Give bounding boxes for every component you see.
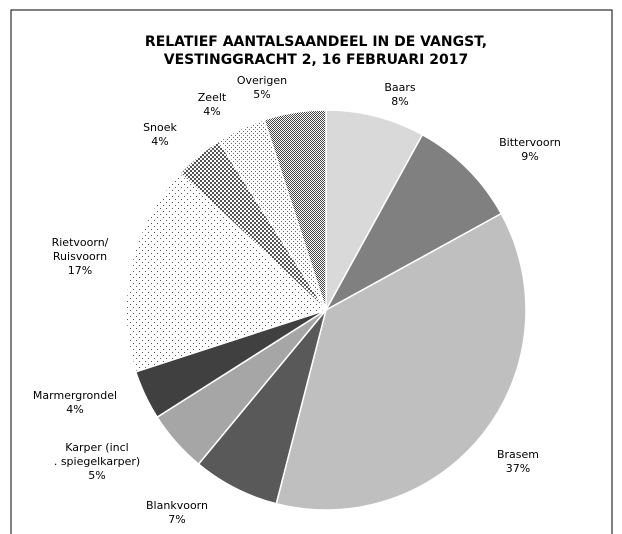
value-label: 4%	[203, 105, 220, 118]
slice-label: Brasem 37%	[497, 448, 539, 475]
slice-label: Zeelt 4%	[198, 91, 227, 118]
category-label: Blankvoorn	[146, 499, 208, 512]
value-label: 8%	[391, 95, 408, 108]
pie-slice	[125, 172, 328, 373]
slice-label: Snoek 4%	[143, 121, 177, 148]
category-label: Zeelt	[198, 91, 227, 104]
category-label: . spiegelkarper)	[54, 455, 140, 468]
category-label: Ruisvoorn	[53, 250, 107, 263]
slice-label: Overigen 5%	[237, 74, 287, 101]
slice-label: Baars 8%	[384, 81, 416, 108]
pie-slice	[324, 133, 503, 312]
category-label: Snoek	[143, 121, 177, 134]
value-label: 4%	[66, 403, 83, 416]
category-label: Karper (incl	[65, 441, 128, 454]
category-label: Marmergrondel	[33, 389, 117, 402]
category-label: Brasem	[497, 448, 539, 461]
value-label: 9%	[521, 150, 538, 163]
category-label: Rietvoorn/	[52, 236, 109, 249]
slice-label: Karper (incl. spiegelkarper) 5%	[54, 441, 140, 482]
slice-label: Rietvoorn/Ruisvoorn 17%	[52, 236, 109, 277]
value-label: 7%	[168, 513, 185, 526]
pie-slice	[263, 109, 327, 311]
category-label: Baars	[384, 81, 416, 94]
slice-label: Blankvoorn 7%	[146, 499, 208, 526]
value-label: 5%	[88, 469, 105, 482]
value-label: 37%	[506, 462, 530, 475]
category-label: Bittervoorn	[499, 136, 561, 149]
value-label: 5%	[253, 88, 270, 101]
slice-label: Marmergrondel 4%	[33, 389, 117, 416]
chart-title: RELATIEF AANTALSAANDEEL IN DE VANGST,	[145, 34, 487, 50]
value-label: 4%	[151, 135, 168, 148]
category-label: Overigen	[237, 74, 287, 87]
pie-slice	[275, 212, 527, 511]
pie-slice	[325, 109, 424, 311]
frame	[10, 9, 613, 534]
slice-label: Bittervoorn 9%	[499, 136, 561, 163]
chart-title: VESTINGGRACHT 2, 16 FEBRUARI 2017	[164, 52, 468, 68]
value-label: 17%	[68, 264, 92, 277]
